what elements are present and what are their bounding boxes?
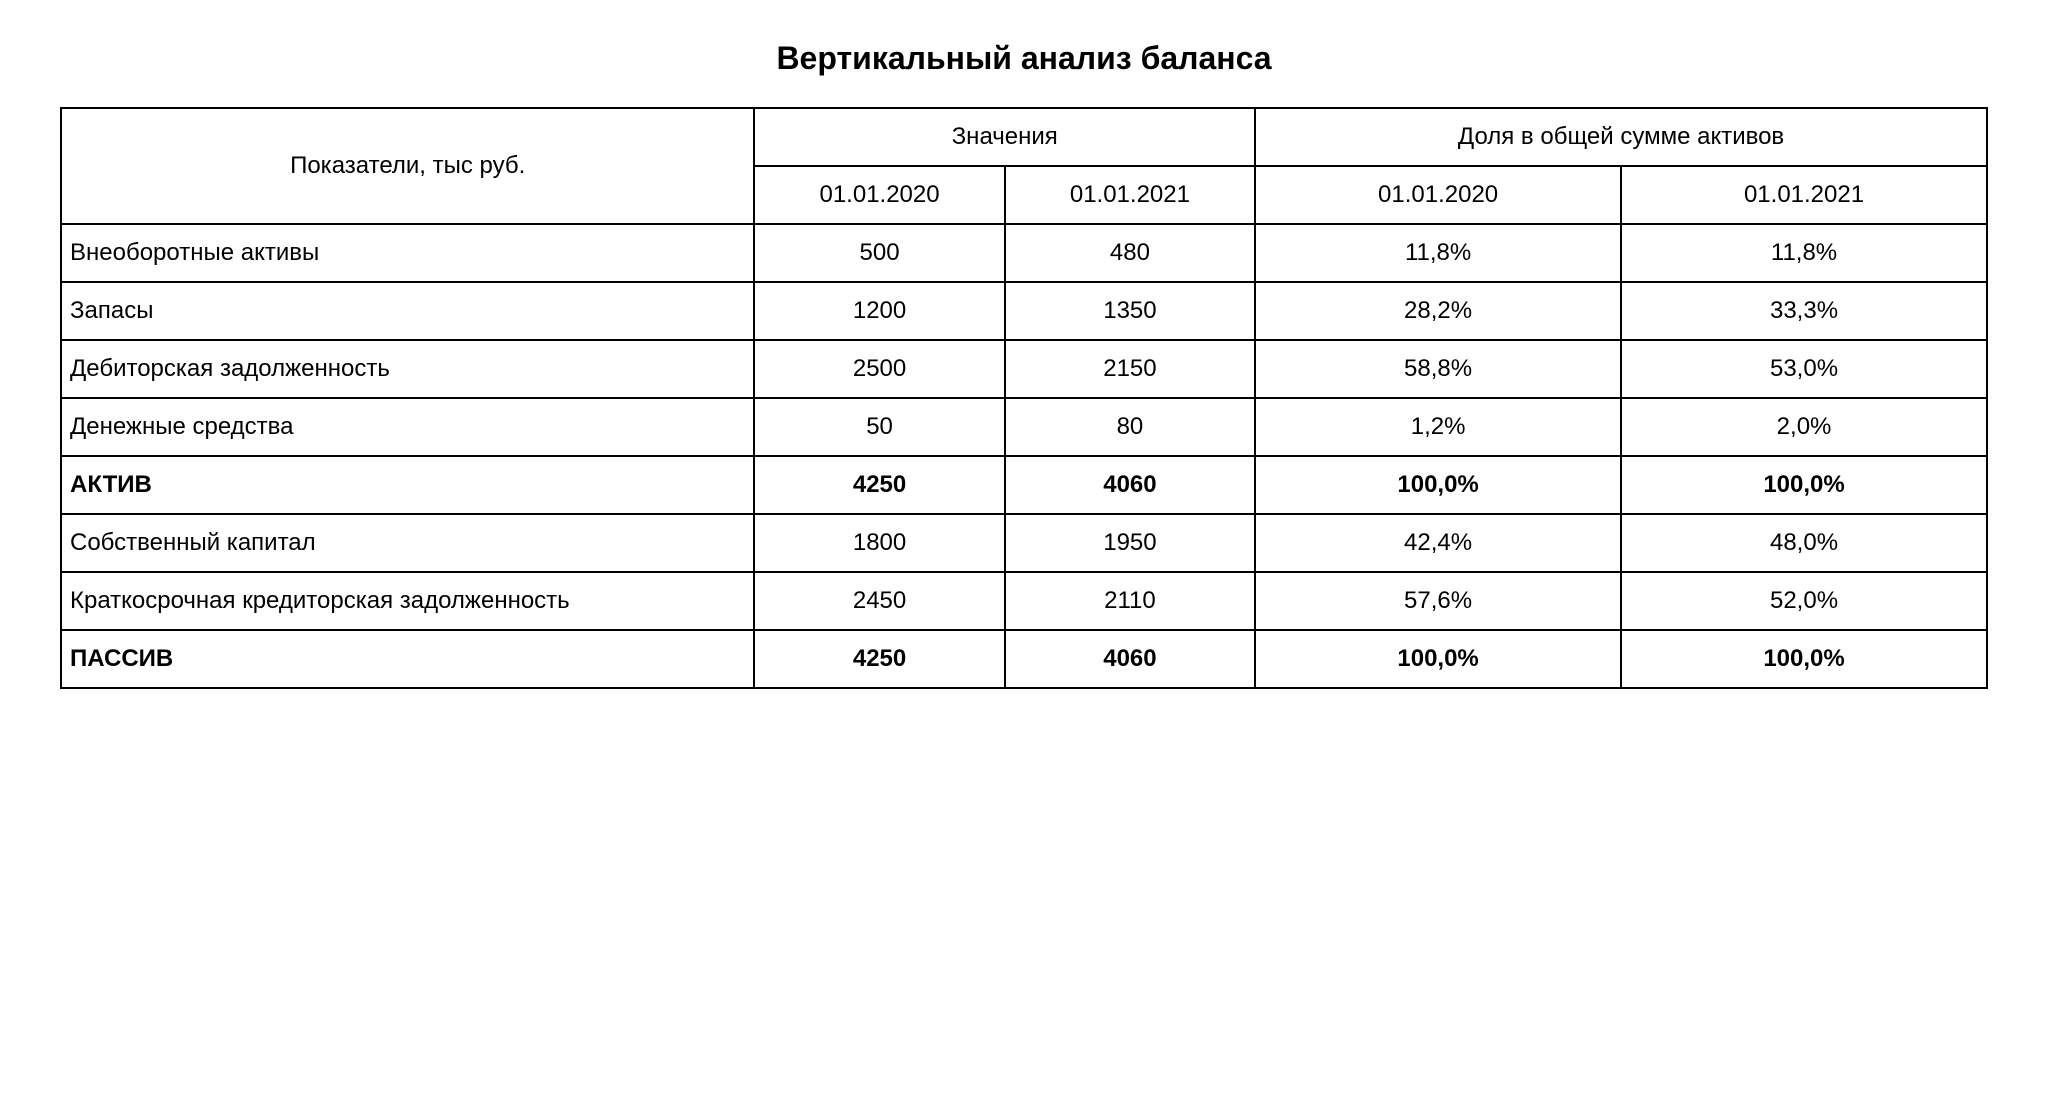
table-row: Денежные средства50801,2%2,0% <box>61 398 1987 456</box>
row-value-2021: 4060 <box>1005 630 1255 688</box>
row-value-2021: 2110 <box>1005 572 1255 630</box>
row-label: АКТИВ <box>61 456 754 514</box>
row-share-2021: 100,0% <box>1621 456 1987 514</box>
header-date-values-2: 01.01.2021 <box>1005 166 1255 224</box>
row-value-2021: 1350 <box>1005 282 1255 340</box>
row-share-2020: 42,4% <box>1255 514 1621 572</box>
header-values: Значения <box>754 108 1255 166</box>
row-label: Запасы <box>61 282 754 340</box>
row-share-2021: 2,0% <box>1621 398 1987 456</box>
row-share-2020: 57,6% <box>1255 572 1621 630</box>
table-header-row-1: Показатели, тыс руб. Значения Доля в общ… <box>61 108 1987 166</box>
row-value-2021: 2150 <box>1005 340 1255 398</box>
row-value-2021: 480 <box>1005 224 1255 282</box>
header-indicators: Показатели, тыс руб. <box>61 108 754 224</box>
row-value-2020: 500 <box>754 224 1004 282</box>
row-value-2020: 1800 <box>754 514 1004 572</box>
row-share-2021: 53,0% <box>1621 340 1987 398</box>
header-date-share-1: 01.01.2020 <box>1255 166 1621 224</box>
table-row: Внеоборотные активы50048011,8%11,8% <box>61 224 1987 282</box>
balance-table: Показатели, тыс руб. Значения Доля в общ… <box>60 107 1988 689</box>
row-label: Внеоборотные активы <box>61 224 754 282</box>
table-row: АКТИВ42504060100,0%100,0% <box>61 456 1987 514</box>
row-value-2020: 1200 <box>754 282 1004 340</box>
row-share-2021: 33,3% <box>1621 282 1987 340</box>
table-row: ПАССИВ42504060100,0%100,0% <box>61 630 1987 688</box>
row-value-2020: 50 <box>754 398 1004 456</box>
row-share-2021: 11,8% <box>1621 224 1987 282</box>
row-share-2021: 52,0% <box>1621 572 1987 630</box>
row-share-2020: 100,0% <box>1255 456 1621 514</box>
row-share-2020: 58,8% <box>1255 340 1621 398</box>
table-row: Дебиторская задолженность2500215058,8%53… <box>61 340 1987 398</box>
row-value-2020: 4250 <box>754 630 1004 688</box>
table-row: Запасы1200135028,2%33,3% <box>61 282 1987 340</box>
row-value-2020: 4250 <box>754 456 1004 514</box>
row-share-2021: 100,0% <box>1621 630 1987 688</box>
row-value-2020: 2450 <box>754 572 1004 630</box>
table-row: Собственный капитал1800195042,4%48,0% <box>61 514 1987 572</box>
row-label: Денежные средства <box>61 398 754 456</box>
header-share: Доля в общей сумме активов <box>1255 108 1987 166</box>
row-value-2021: 1950 <box>1005 514 1255 572</box>
row-share-2020: 11,8% <box>1255 224 1621 282</box>
row-label: ПАССИВ <box>61 630 754 688</box>
row-share-2020: 1,2% <box>1255 398 1621 456</box>
page-title: Вертикальный анализ баланса <box>60 40 1988 77</box>
row-label: Дебиторская задолженность <box>61 340 754 398</box>
row-share-2020: 28,2% <box>1255 282 1621 340</box>
row-value-2020: 2500 <box>754 340 1004 398</box>
table-row: Краткосрочная кредиторская задолженность… <box>61 572 1987 630</box>
header-date-share-2: 01.01.2021 <box>1621 166 1987 224</box>
row-label: Собственный капитал <box>61 514 754 572</box>
row-share-2021: 48,0% <box>1621 514 1987 572</box>
row-value-2021: 4060 <box>1005 456 1255 514</box>
table-body: Внеоборотные активы50048011,8%11,8%Запас… <box>61 224 1987 688</box>
row-value-2021: 80 <box>1005 398 1255 456</box>
header-date-values-1: 01.01.2020 <box>754 166 1004 224</box>
row-share-2020: 100,0% <box>1255 630 1621 688</box>
row-label: Краткосрочная кредиторская задолженность <box>61 572 754 630</box>
